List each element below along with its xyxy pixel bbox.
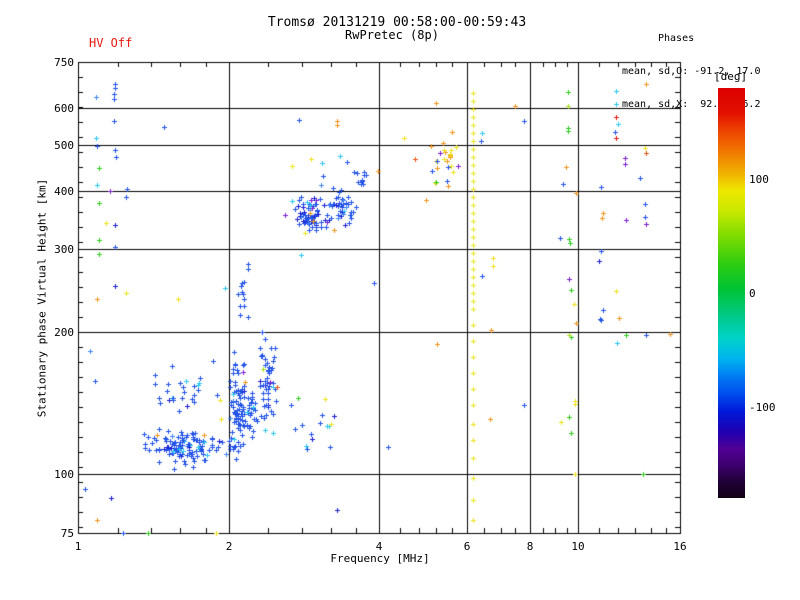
phase-stats-header: Phases xyxy=(658,33,695,44)
y-tick-label: 600 xyxy=(54,102,74,115)
x-tick-label: 6 xyxy=(463,540,471,553)
y-tick-label: 75 xyxy=(60,527,74,540)
phase-mean-sd-x: mean, sd,X: 92.2, 26.2 xyxy=(622,99,761,110)
y-tick-label: 400 xyxy=(54,185,74,198)
x-tick-label: 16 xyxy=(673,540,687,553)
x-tick-label: 4 xyxy=(375,540,383,553)
y-tick-label: 750 xyxy=(54,56,74,69)
colorbar-unit-label: [deg] xyxy=(714,70,748,83)
phase-mean-sd-o: mean, sd,O: -91.2, 17.0 xyxy=(622,66,761,77)
colorbar-tick-label: -100 xyxy=(749,400,776,414)
hv-status-label: HV Off xyxy=(89,36,133,50)
phase-stats-block: Phases mean, sd,O: -91.2, 17.0 mean, sd,… xyxy=(622,11,760,132)
x-tick-label: 10 xyxy=(571,540,585,553)
x-tick-label: 2 xyxy=(225,540,233,553)
y-tick-label: 100 xyxy=(54,468,74,481)
colorbar-tick-label: 0 xyxy=(749,287,756,300)
plot-subtitle: RwPretec (8p) xyxy=(345,28,439,42)
phase-colorbar xyxy=(718,88,745,498)
colorbar-tick-label: 100 xyxy=(749,173,769,187)
plot-title: Tromsø 20131219 00:58:00-00:59:43 xyxy=(267,15,527,30)
x-tick-label: 8 xyxy=(526,540,534,553)
y-axis-title: Stationary phase Virtual Height [km] xyxy=(35,178,49,418)
x-tick-label: 1 xyxy=(74,540,82,553)
y-tick-label: 500 xyxy=(54,139,74,152)
x-axis-title: Frequency [MHz] xyxy=(330,552,430,565)
y-tick-label: 200 xyxy=(54,326,74,339)
y-tick-label: 300 xyxy=(54,243,74,256)
